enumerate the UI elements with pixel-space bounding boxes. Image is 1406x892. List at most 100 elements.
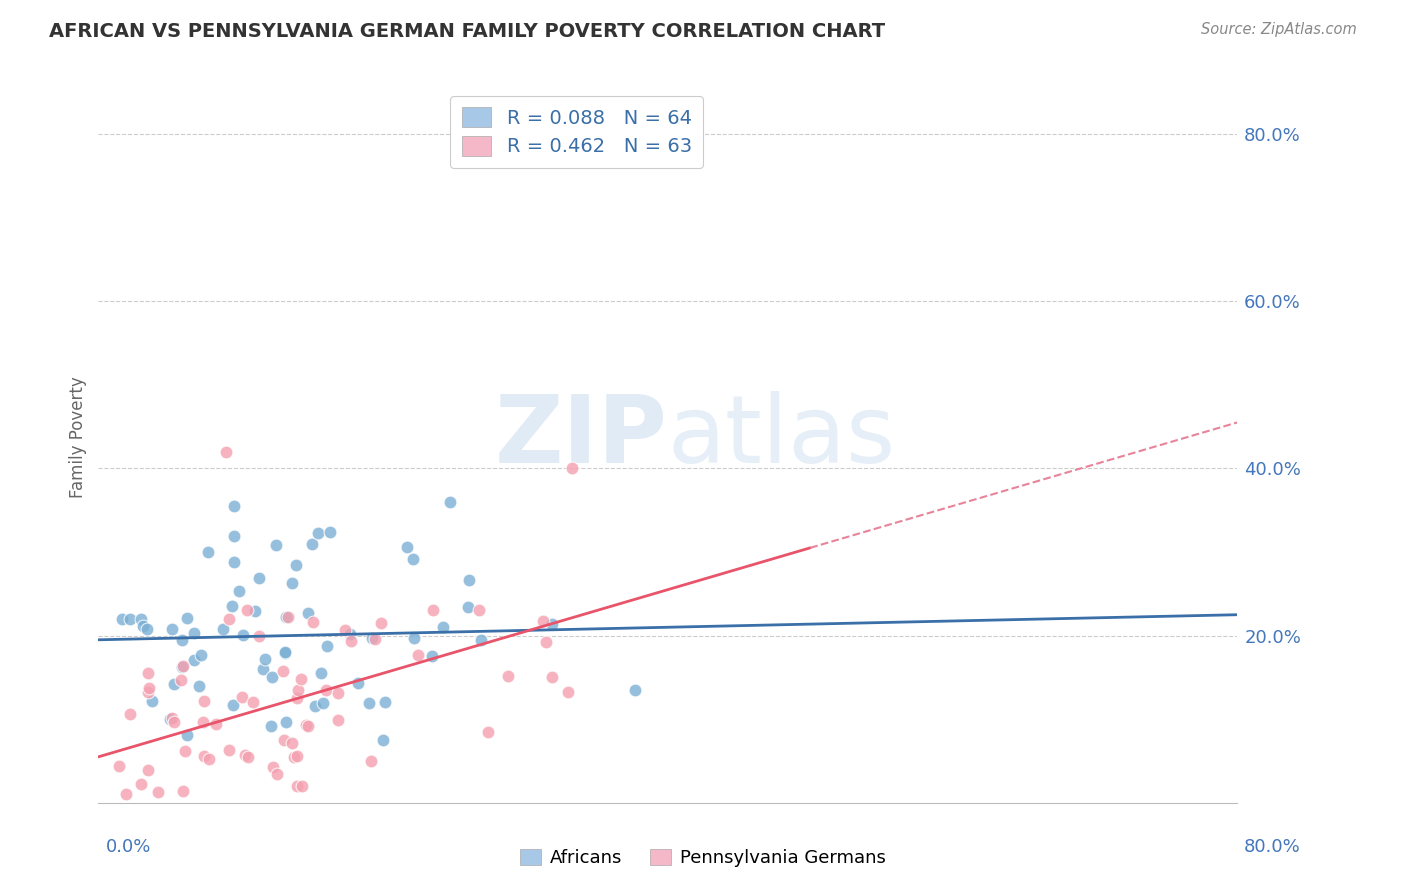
Point <box>496 668 519 682</box>
Point <box>129 777 152 791</box>
Point <box>470 633 492 648</box>
Y-axis label: Family Poverty: Family Poverty <box>69 376 87 498</box>
Point <box>228 583 250 598</box>
Point <box>361 631 384 645</box>
Point <box>115 787 138 801</box>
Point <box>281 576 304 591</box>
Point <box>420 648 443 663</box>
Point <box>285 779 308 793</box>
Point <box>233 747 256 762</box>
Point <box>170 673 193 687</box>
Point <box>174 744 197 758</box>
Point <box>231 690 253 704</box>
Point <box>477 724 499 739</box>
Point <box>359 696 381 710</box>
Text: Source: ZipAtlas.com: Source: ZipAtlas.com <box>1201 22 1357 37</box>
Point <box>283 750 305 764</box>
Point <box>238 749 260 764</box>
Point <box>402 552 425 566</box>
Text: ZIP: ZIP <box>495 391 668 483</box>
Point <box>531 614 554 628</box>
Text: atlas: atlas <box>668 391 896 483</box>
Point <box>187 679 209 693</box>
Point <box>131 612 153 626</box>
Point <box>243 604 266 618</box>
Point <box>326 686 349 700</box>
Point <box>172 658 194 673</box>
Point <box>309 666 332 681</box>
Point <box>193 749 215 764</box>
Point <box>370 616 392 631</box>
Point <box>214 444 236 458</box>
Point <box>458 573 481 587</box>
Point <box>276 715 298 730</box>
Point <box>197 545 219 559</box>
Point <box>163 714 186 729</box>
Point <box>457 600 479 615</box>
Point <box>319 524 342 539</box>
Point <box>301 537 323 551</box>
Point <box>333 623 356 637</box>
Point <box>242 695 264 709</box>
Point <box>183 653 205 667</box>
Point <box>274 645 297 659</box>
Point <box>277 610 299 624</box>
Point <box>190 648 212 662</box>
Point <box>176 727 198 741</box>
Point <box>221 599 243 614</box>
Point <box>141 694 163 708</box>
Point <box>623 682 645 697</box>
Point <box>222 529 245 543</box>
Point <box>287 683 309 698</box>
Point <box>561 461 583 475</box>
Point <box>120 706 142 721</box>
Point <box>285 558 308 573</box>
Point <box>252 662 274 676</box>
Point <box>276 610 298 624</box>
Point <box>297 719 319 733</box>
Point <box>339 627 361 641</box>
Point <box>315 683 337 698</box>
Point <box>247 571 270 585</box>
Point <box>108 759 131 773</box>
Point <box>307 526 329 541</box>
Point <box>247 629 270 643</box>
Point <box>290 673 312 687</box>
Point <box>371 733 394 747</box>
Point <box>111 612 134 626</box>
Point <box>536 634 558 648</box>
Point <box>273 733 295 747</box>
Point <box>183 625 205 640</box>
Point <box>326 713 349 727</box>
Point <box>172 784 194 798</box>
Point <box>557 685 579 699</box>
Point <box>404 631 426 645</box>
Point <box>136 684 159 698</box>
Point <box>176 611 198 625</box>
Point <box>159 712 181 726</box>
Point <box>340 634 363 648</box>
Point <box>422 603 444 617</box>
Point <box>541 670 564 684</box>
Point <box>205 717 228 731</box>
Point <box>297 607 319 621</box>
Point <box>315 640 337 654</box>
Point <box>262 759 284 773</box>
Point <box>364 632 387 646</box>
Point <box>360 754 382 768</box>
Point <box>170 632 193 647</box>
Point <box>218 612 240 626</box>
Point <box>162 711 184 725</box>
Point <box>541 616 564 631</box>
Point <box>218 743 240 757</box>
Point <box>160 622 183 636</box>
Point <box>260 719 283 733</box>
Point <box>253 652 276 666</box>
Point <box>396 541 419 555</box>
Point <box>135 622 157 636</box>
Point <box>285 749 308 764</box>
Point <box>222 555 245 569</box>
Point <box>162 677 184 691</box>
Point <box>262 670 284 684</box>
Point <box>222 698 245 712</box>
